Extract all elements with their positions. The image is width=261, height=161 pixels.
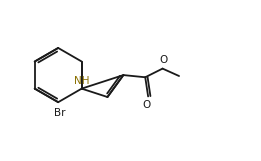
Text: Br: Br [54, 108, 65, 118]
Text: O: O [143, 99, 151, 109]
Text: O: O [160, 56, 168, 66]
Text: NH: NH [74, 76, 90, 86]
